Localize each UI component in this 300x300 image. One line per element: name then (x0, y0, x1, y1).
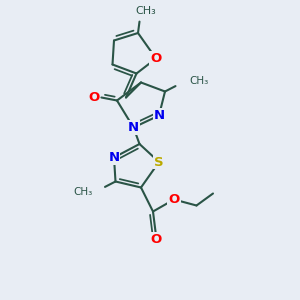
Text: CH₃: CH₃ (135, 5, 156, 16)
Text: O: O (150, 52, 162, 65)
Text: CH₃: CH₃ (189, 76, 208, 86)
Text: O: O (168, 193, 180, 206)
Text: O: O (150, 232, 162, 246)
Text: O: O (88, 91, 100, 104)
Text: CH₃: CH₃ (74, 187, 93, 197)
Text: N: N (128, 121, 139, 134)
Text: S: S (154, 155, 164, 169)
Text: N: N (153, 109, 165, 122)
Text: N: N (108, 151, 120, 164)
